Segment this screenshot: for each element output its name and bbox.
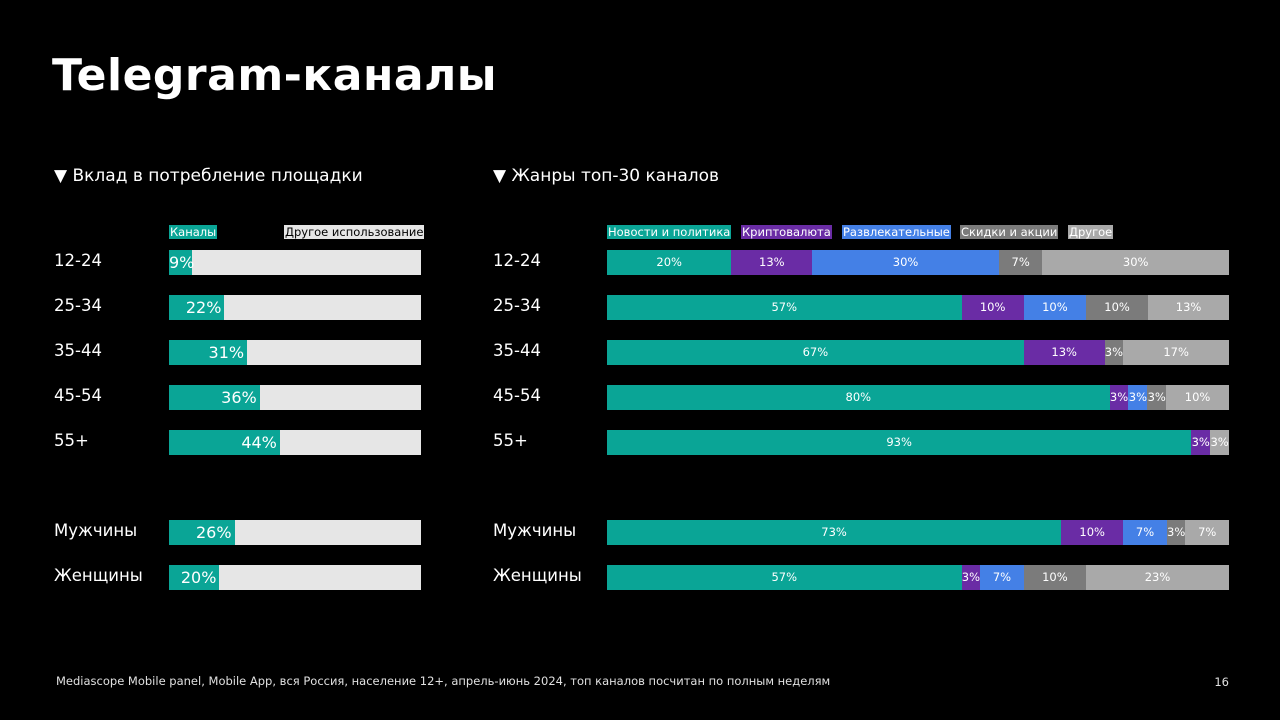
segment-news: 57% <box>607 565 962 590</box>
segment-entertainment: 10% <box>1023 295 1086 320</box>
channels-share-fill: 26% <box>169 520 235 545</box>
segment-crypto: 3% <box>1191 430 1211 455</box>
channels-share-fill: 20% <box>169 565 220 590</box>
legend-item-other-use: Другое использование <box>284 225 425 239</box>
channels-share-fill: 31% <box>169 340 248 365</box>
segment-entertainment: 7% <box>980 565 1024 590</box>
segment-other: 17% <box>1123 340 1229 365</box>
left-row-label-12-24: 12-24 <box>54 251 102 270</box>
segment-news: 93% <box>607 430 1192 455</box>
legend-item-news: Новости и политика <box>607 225 732 239</box>
segment-news: 67% <box>607 340 1024 365</box>
genre-bar-12-24: 20% 13% 30% 7% 30% <box>607 250 1229 275</box>
legend-item-channels: Каналы <box>169 225 218 239</box>
contribution-bar-45-54: 36% <box>169 385 421 410</box>
right-row-label-25-34: 25-34 <box>493 296 541 315</box>
segment-discounts: 3% <box>1104 340 1124 365</box>
genre-bar-35-44: 67% 13% 3% 17% <box>607 340 1229 365</box>
segment-entertainment: 30% <box>812 250 999 275</box>
legend-item-entertainment: Развлекательные <box>842 225 951 239</box>
legend-item-other: Другое <box>1068 225 1114 239</box>
segment-discounts: 10% <box>1023 565 1086 590</box>
right-row-label-55+: 55+ <box>493 431 528 450</box>
left-row-label-45-54: 45-54 <box>54 386 102 405</box>
segment-discounts: 10% <box>1085 295 1149 320</box>
segment-crypto: 3% <box>1109 385 1129 410</box>
segment-discounts: 3% <box>1147 385 1167 410</box>
left-chart-header: ▼ Вклад в потребление площадки <box>54 166 363 186</box>
left-row-label-women: Женщины <box>54 566 143 585</box>
left-row-label-men: Мужчины <box>54 521 138 540</box>
segment-entertainment: 3% <box>1128 385 1148 410</box>
channels-share-fill: 44% <box>169 430 280 455</box>
segment-crypto: 10% <box>1061 520 1124 545</box>
right-chart-header: ▼ Жанры топ-30 каналов <box>493 166 720 186</box>
contribution-bar-35-44: 31% <box>169 340 421 365</box>
segment-entertainment: 7% <box>1123 520 1167 545</box>
segment-other: 10% <box>1166 385 1229 410</box>
left-row-label-55+: 55+ <box>54 431 89 450</box>
genre-bar-55+: 93% 3% 3% <box>607 430 1229 455</box>
legend-item-crypto: Криптовалюта <box>741 225 832 239</box>
segment-other: 7% <box>1185 520 1230 545</box>
segment-discounts: 3% <box>1166 520 1186 545</box>
segment-other: 23% <box>1085 565 1230 590</box>
contribution-bar-women: 20% <box>169 565 421 590</box>
segment-news: 80% <box>607 385 1110 410</box>
segment-crypto: 3% <box>961 565 981 590</box>
source-footnote: Mediascope Mobile panel, Mobile App, вся… <box>56 674 831 688</box>
genre-bar-45-54: 80% 3% 3% 3% 10% <box>607 385 1229 410</box>
genre-bar-25-34: 57% 10% 10% 10% 13% <box>607 295 1230 320</box>
page-title: Telegram-каналы <box>52 50 498 101</box>
genre-bar-women: 57% 3% 7% 10% 23% <box>607 565 1230 590</box>
segment-crypto: 13% <box>731 250 813 275</box>
contribution-bar-25-34: 22% <box>169 295 421 320</box>
channels-share-fill: 9% <box>169 250 194 275</box>
channels-share-fill: 22% <box>169 295 225 320</box>
segment-discounts: 7% <box>998 250 1043 275</box>
legend-item-discounts: Скидки и акции <box>960 225 1059 239</box>
right-row-label-45-54: 45-54 <box>493 386 541 405</box>
right-row-label-12-24: 12-24 <box>493 251 541 270</box>
segment-other: 3% <box>1210 430 1229 455</box>
right-row-label-men: Мужчины <box>493 521 577 540</box>
page-number: 16 <box>1214 675 1229 689</box>
left-row-label-35-44: 35-44 <box>54 341 102 360</box>
genre-bar-men: 73% 10% 7% 3% 7% <box>607 520 1230 545</box>
right-row-label-women: Женщины <box>493 566 582 585</box>
left-row-label-25-34: 25-34 <box>54 296 102 315</box>
channels-share-fill: 36% <box>169 385 260 410</box>
segment-crypto: 13% <box>1023 340 1105 365</box>
contribution-bar-men: 26% <box>169 520 421 545</box>
right-row-label-35-44: 35-44 <box>493 341 541 360</box>
segment-crypto: 10% <box>961 295 1024 320</box>
segment-other: 30% <box>1042 250 1229 275</box>
segment-other: 13% <box>1148 295 1230 320</box>
segment-news: 73% <box>607 520 1062 545</box>
segment-news: 20% <box>607 250 732 275</box>
segment-news: 57% <box>607 295 962 320</box>
contribution-bar-55+: 44% <box>169 430 421 455</box>
contribution-bar-12-24: 9% <box>169 250 421 275</box>
